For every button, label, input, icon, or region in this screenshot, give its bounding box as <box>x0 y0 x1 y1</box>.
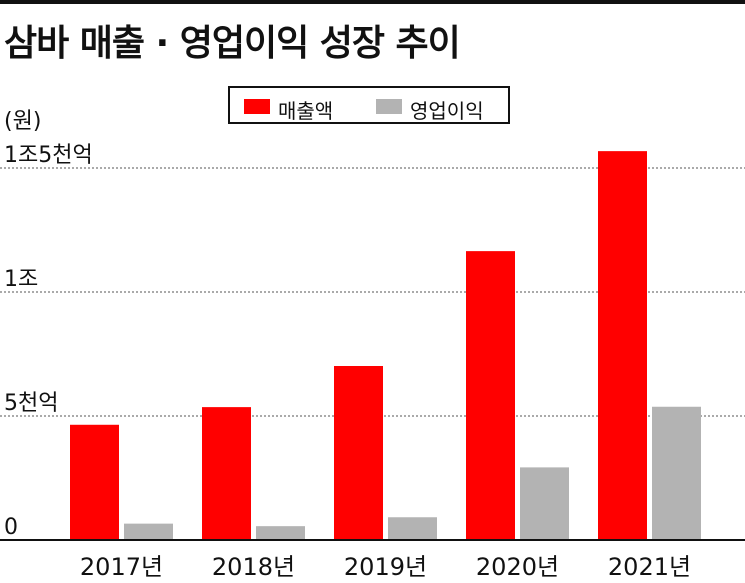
x-tick-label: 2020년 <box>476 553 559 581</box>
unit-label: (원) <box>4 109 42 134</box>
top-rule <box>0 0 745 4</box>
bar-revenue <box>202 407 251 540</box>
y-tick-label: 5천억 <box>4 391 58 416</box>
legend: 매출액 영업이익 <box>228 86 510 124</box>
y-tick-label: 0 <box>4 515 18 540</box>
chart-title: 삼바 매출 · 영업이익 성장 추이 <box>4 23 461 64</box>
legend-swatch-revenue <box>244 99 270 114</box>
bar-revenue <box>598 151 647 541</box>
x-tick-label: 2019년 <box>344 553 427 581</box>
y-tick-label: 1조 <box>4 267 38 292</box>
legend-label-revenue: 매출액 <box>278 99 334 123</box>
bar-operating-profit <box>652 406 701 540</box>
bar-operating-profit <box>256 526 305 540</box>
x-tick-label: 2021년 <box>608 553 691 581</box>
bar-revenue <box>70 424 119 540</box>
bar-operating-profit <box>124 523 173 540</box>
x-tick-label: 2017년 <box>80 553 163 581</box>
y-tick-label: 1조5천억 <box>4 143 93 168</box>
bar-operating-profit <box>388 517 437 540</box>
bar-operating-profit <box>520 467 569 540</box>
legend-swatch-operating-profit <box>376 99 402 114</box>
bar-revenue <box>334 366 383 540</box>
x-tick-label: 2018년 <box>212 553 295 581</box>
legend-label-operating-profit: 영업이익 <box>410 99 484 123</box>
bar-revenue <box>466 251 515 541</box>
